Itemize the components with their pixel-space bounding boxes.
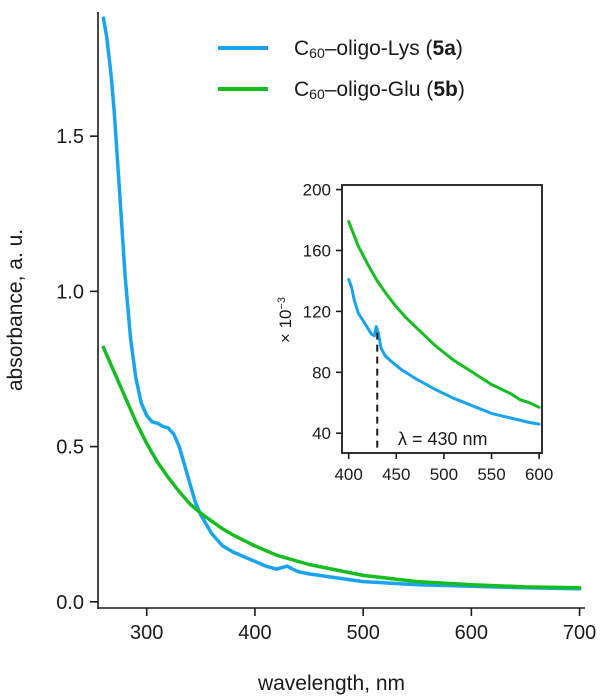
main-plot: 300 400 500 600 700 0.0 0.5 1.0 1.5 wavelength, n… (4, 12, 596, 695)
x-tick-label-600: 600 (455, 622, 488, 644)
inset-y-tick-label-160: 160 (303, 241, 331, 260)
inset-y-axis-multiplier: × 10−3 (276, 297, 295, 343)
annotation-label: λ = 430 nm (398, 429, 488, 449)
inset-x-tick-label-550: 550 (477, 465, 505, 484)
y-tick-label-1.5: 1.5 (56, 126, 84, 148)
inset-x-tick-label-400: 400 (334, 465, 362, 484)
inset-series-line-lys (347, 277, 541, 426)
x-tick-label-700: 700 (563, 622, 596, 644)
inset-series-line-glu (347, 220, 541, 409)
inset-x-tick-label-500: 500 (430, 465, 458, 484)
inset-x-tick-label-450: 450 (382, 465, 410, 484)
legend-label-glu: C60–oligo-Glu (5b) (294, 78, 465, 102)
legend-label-lys: C60–oligo-Lys (5a) (294, 37, 463, 61)
inset-frame (341, 184, 543, 454)
inset-x-tick-label-600: 600 (525, 465, 553, 484)
y-tick-label-1: 1.0 (56, 281, 84, 303)
inset-y-tick-label-80: 80 (312, 363, 331, 382)
y-tick-label-0: 0.0 (56, 592, 84, 614)
legend: C60–oligo-Lys (5a) C60–oligo-Glu (5b) (218, 37, 465, 102)
series-line-glu (101, 345, 582, 590)
inset-background (342, 185, 542, 453)
inset-plot: λ = 430 nm 400 450 500 550 600 40 80 120 160 200 × … (276, 181, 553, 484)
x-tick-label-400: 400 (238, 622, 271, 644)
inset-y-tick-label-40: 40 (312, 424, 331, 443)
y-tick-label-0.5: 0.5 (56, 437, 84, 459)
x-tick-label-300: 300 (130, 622, 163, 644)
y-axis-title: absorbance, a. u. (4, 229, 27, 391)
x-axis-title: wavelength, nm (257, 672, 405, 695)
inset-y-tick-label-200: 200 (303, 181, 331, 200)
x-tick-label-500: 500 (346, 622, 379, 644)
inset-y-tick-label-120: 120 (303, 302, 331, 321)
